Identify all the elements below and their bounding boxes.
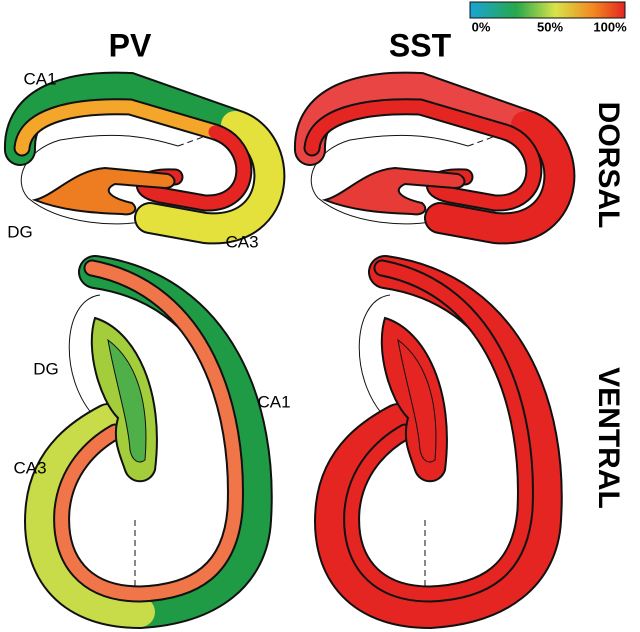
- row-title: DORSAL: [592, 102, 625, 229]
- region-label: DG: [7, 222, 33, 241]
- sst-ventral: [331, 268, 546, 612]
- row-title: VENTRAL: [592, 367, 625, 509]
- colorbar: [469, 1, 626, 19]
- colorbar-label: 0%: [472, 19, 491, 34]
- region-label: CA1: [257, 392, 290, 411]
- region-label: CA3: [13, 458, 46, 477]
- colorbar-label: 100%: [593, 19, 627, 34]
- region-label: DG: [33, 359, 59, 378]
- column-title: PV: [109, 27, 152, 63]
- sst-dorsal: [310, 88, 559, 229]
- column-title: SST: [389, 27, 452, 63]
- colorbar-label: 50%: [537, 19, 563, 34]
- pv-dorsal: [20, 88, 269, 229]
- region-label: CA1: [23, 69, 56, 88]
- region-label: CA3: [225, 232, 258, 251]
- pv-ventral: [41, 268, 256, 612]
